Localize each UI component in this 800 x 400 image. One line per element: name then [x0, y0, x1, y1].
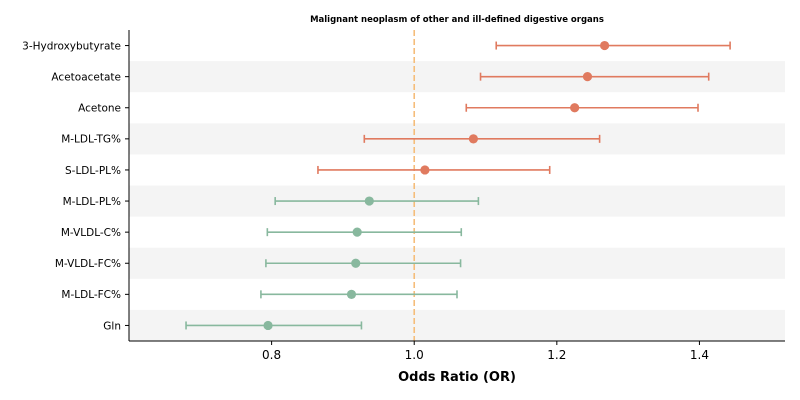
y-tick-label: M-LDL-PL%	[63, 196, 121, 208]
or-point	[570, 103, 580, 113]
estimate-row	[495, 40, 731, 51]
or-point	[346, 289, 357, 299]
or-point	[468, 134, 478, 144]
estimate-row	[265, 258, 462, 268]
or-point	[364, 196, 374, 206]
y-tick-label: Acetoacetate	[51, 71, 121, 83]
estimate-row	[260, 289, 458, 299]
x-axis-label: Odds Ratio (OR)	[398, 370, 516, 385]
estimate-row	[274, 196, 480, 206]
estimate-row	[266, 227, 463, 237]
estimate-row	[479, 72, 710, 82]
or-point	[600, 40, 610, 51]
x-tick-label: 1.2	[547, 348, 566, 362]
estimate-row	[185, 320, 363, 331]
estimate-row	[317, 165, 551, 175]
chart-title: Malignant neoplasm of other and ill-defi…	[310, 15, 604, 25]
y-tick-label: Acetone	[78, 103, 121, 115]
x-tick-label: 0.8	[262, 348, 281, 362]
y-tick-label: Gln	[103, 320, 121, 332]
x-tick-label: 1.0	[405, 348, 424, 362]
y-tick-label: 3-Hydroxybutyrate	[22, 40, 121, 52]
or-point	[420, 165, 430, 175]
estimate-row	[465, 103, 699, 113]
or-point	[352, 227, 362, 237]
x-tick-label: 1.4	[690, 348, 709, 362]
y-tick-label: M-VLDL-FC%	[55, 258, 121, 270]
or-point	[582, 72, 593, 82]
estimates-layer	[185, 40, 731, 331]
y-tick-label: M-LDL-FC%	[61, 289, 121, 301]
or-point	[351, 258, 361, 268]
y-tick-label: M-VLDL-C%	[61, 227, 121, 239]
y-tick-label: M-LDL-TG%	[61, 134, 121, 146]
y-tick-label: S-LDL-PL%	[65, 165, 121, 177]
estimate-row	[363, 134, 601, 144]
or-point	[263, 320, 273, 331]
axes: 3-Hydroxybutyrate Acetoacetate Acetone M-LD…	[22, 30, 785, 362]
